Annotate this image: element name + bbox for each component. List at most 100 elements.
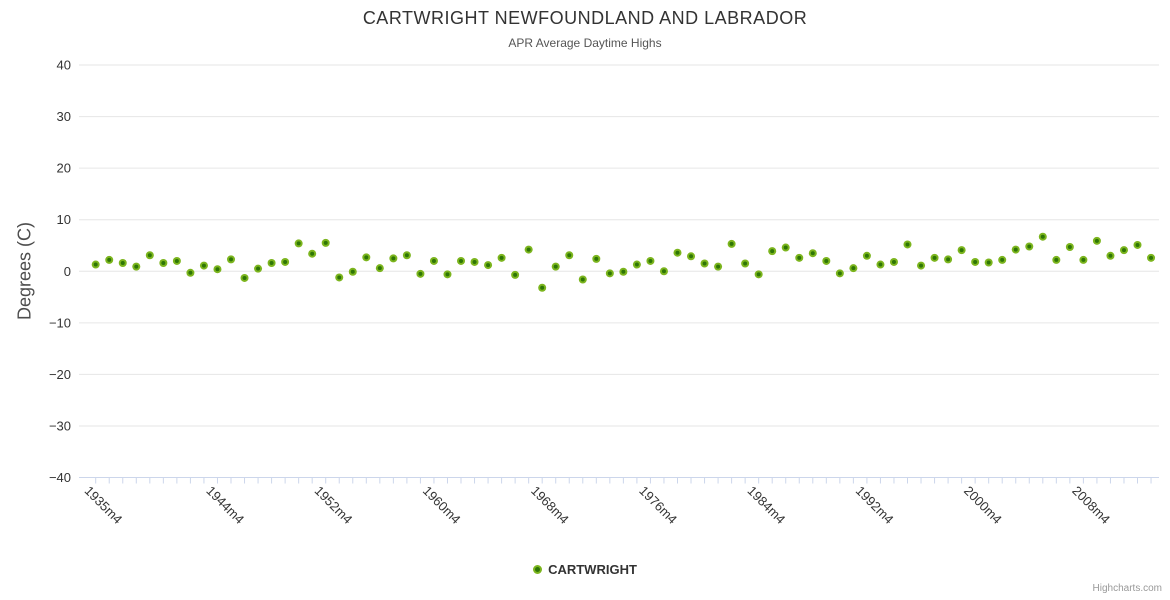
data-point[interactable] (321, 238, 330, 247)
data-point[interactable] (402, 251, 411, 260)
data-point[interactable] (511, 270, 520, 279)
data-point[interactable] (267, 259, 276, 267)
data-point[interactable] (145, 251, 154, 260)
data-point[interactable] (1025, 242, 1034, 251)
data-point[interactable] (186, 268, 195, 277)
data-point[interactable] (795, 253, 804, 262)
data-point[interactable] (172, 256, 181, 265)
data-point[interactable] (1011, 245, 1020, 254)
data-point[interactable] (524, 245, 533, 254)
data-point[interactable] (91, 260, 100, 269)
data-point-inner (973, 259, 978, 264)
data-point[interactable] (1092, 236, 1101, 245)
data-point-inner (391, 256, 396, 261)
data-point[interactable] (998, 255, 1007, 264)
data-point[interactable] (876, 260, 885, 269)
data-point[interactable] (375, 264, 384, 273)
data-point[interactable] (971, 257, 980, 266)
data-point[interactable] (673, 248, 682, 257)
data-point-inner (1108, 253, 1113, 258)
data-point[interactable] (429, 256, 438, 265)
data-point[interactable] (362, 253, 371, 262)
data-point[interactable] (294, 239, 303, 248)
data-point[interactable] (917, 261, 926, 270)
data-point[interactable] (578, 275, 587, 284)
y-tick-label: −10 (49, 315, 71, 330)
data-point-inner (689, 254, 694, 259)
data-point[interactable] (1147, 253, 1156, 262)
data-point[interactable] (835, 269, 844, 278)
data-point-inner (513, 272, 518, 277)
data-point[interactable] (944, 255, 953, 264)
data-point[interactable] (565, 251, 574, 260)
chart-title: CARTWRIGHT NEWFOUNDLAND AND LABRADOR (362, 8, 808, 28)
data-point[interactable] (308, 249, 317, 258)
data-point[interactable] (1038, 232, 1047, 241)
data-point[interactable] (619, 267, 628, 276)
data-point[interactable] (822, 256, 831, 265)
data-point[interactable] (889, 257, 898, 266)
data-point[interactable] (808, 249, 817, 258)
data-point-inner (919, 263, 924, 268)
data-point[interactable] (497, 253, 506, 262)
x-tick-label: 1968m4 (528, 483, 572, 527)
data-point[interactable] (1065, 243, 1074, 252)
data-point[interactable] (551, 262, 560, 271)
data-point[interactable] (592, 254, 601, 263)
data-point[interactable] (538, 283, 547, 292)
data-point[interactable] (443, 270, 452, 279)
data-point-inner (269, 261, 274, 265)
data-point[interactable] (132, 262, 141, 271)
data-point[interactable] (768, 247, 777, 256)
data-point[interactable] (700, 259, 709, 268)
data-point-inner (905, 242, 910, 247)
data-point[interactable] (484, 261, 493, 270)
data-point[interactable] (632, 260, 641, 269)
data-point-inner (337, 275, 342, 280)
data-point[interactable] (930, 253, 939, 262)
data-point[interactable] (1106, 251, 1115, 260)
data-point[interactable] (781, 243, 790, 252)
data-point-inner (526, 247, 531, 252)
data-point[interactable] (159, 259, 168, 267)
data-point[interactable] (687, 252, 696, 261)
data-point[interactable] (118, 259, 127, 267)
chart-subtitle: APR Average Daytime Highs (508, 36, 662, 50)
data-point[interactable] (105, 255, 114, 264)
data-point[interactable] (714, 262, 723, 271)
data-point[interactable] (1079, 255, 1088, 264)
data-point[interactable] (862, 251, 871, 260)
data-point-inner (648, 258, 653, 263)
data-point[interactable] (389, 254, 398, 263)
highcharts-credits-link[interactable]: Highcharts.com (1092, 583, 1162, 594)
data-point[interactable] (416, 269, 425, 278)
data-point[interactable] (903, 240, 912, 249)
data-point[interactable] (199, 261, 208, 270)
data-point[interactable] (849, 264, 858, 273)
data-point[interactable] (457, 256, 466, 265)
data-point-inner (824, 258, 829, 263)
data-point[interactable] (1133, 240, 1142, 249)
data-point[interactable] (240, 273, 249, 282)
legend-item-cartwright[interactable]: CARTWRIGHT (0, 562, 1170, 577)
data-point[interactable] (659, 267, 668, 276)
data-point[interactable] (741, 259, 750, 268)
data-point[interactable] (348, 267, 357, 276)
data-point-inner (878, 262, 883, 267)
data-point[interactable] (227, 255, 235, 264)
data-point[interactable] (335, 273, 344, 282)
data-point[interactable] (1119, 246, 1128, 255)
data-point[interactable] (281, 257, 290, 266)
data-point[interactable] (470, 257, 479, 266)
data-point[interactable] (646, 256, 655, 265)
data-point[interactable] (605, 269, 614, 278)
data-point[interactable] (754, 270, 763, 279)
data-point[interactable] (254, 264, 263, 273)
data-point[interactable] (727, 239, 736, 248)
data-point[interactable] (984, 258, 993, 267)
data-point-inner (296, 241, 301, 246)
data-point[interactable] (213, 265, 222, 274)
data-point[interactable] (957, 246, 966, 255)
data-point[interactable] (1052, 255, 1061, 264)
